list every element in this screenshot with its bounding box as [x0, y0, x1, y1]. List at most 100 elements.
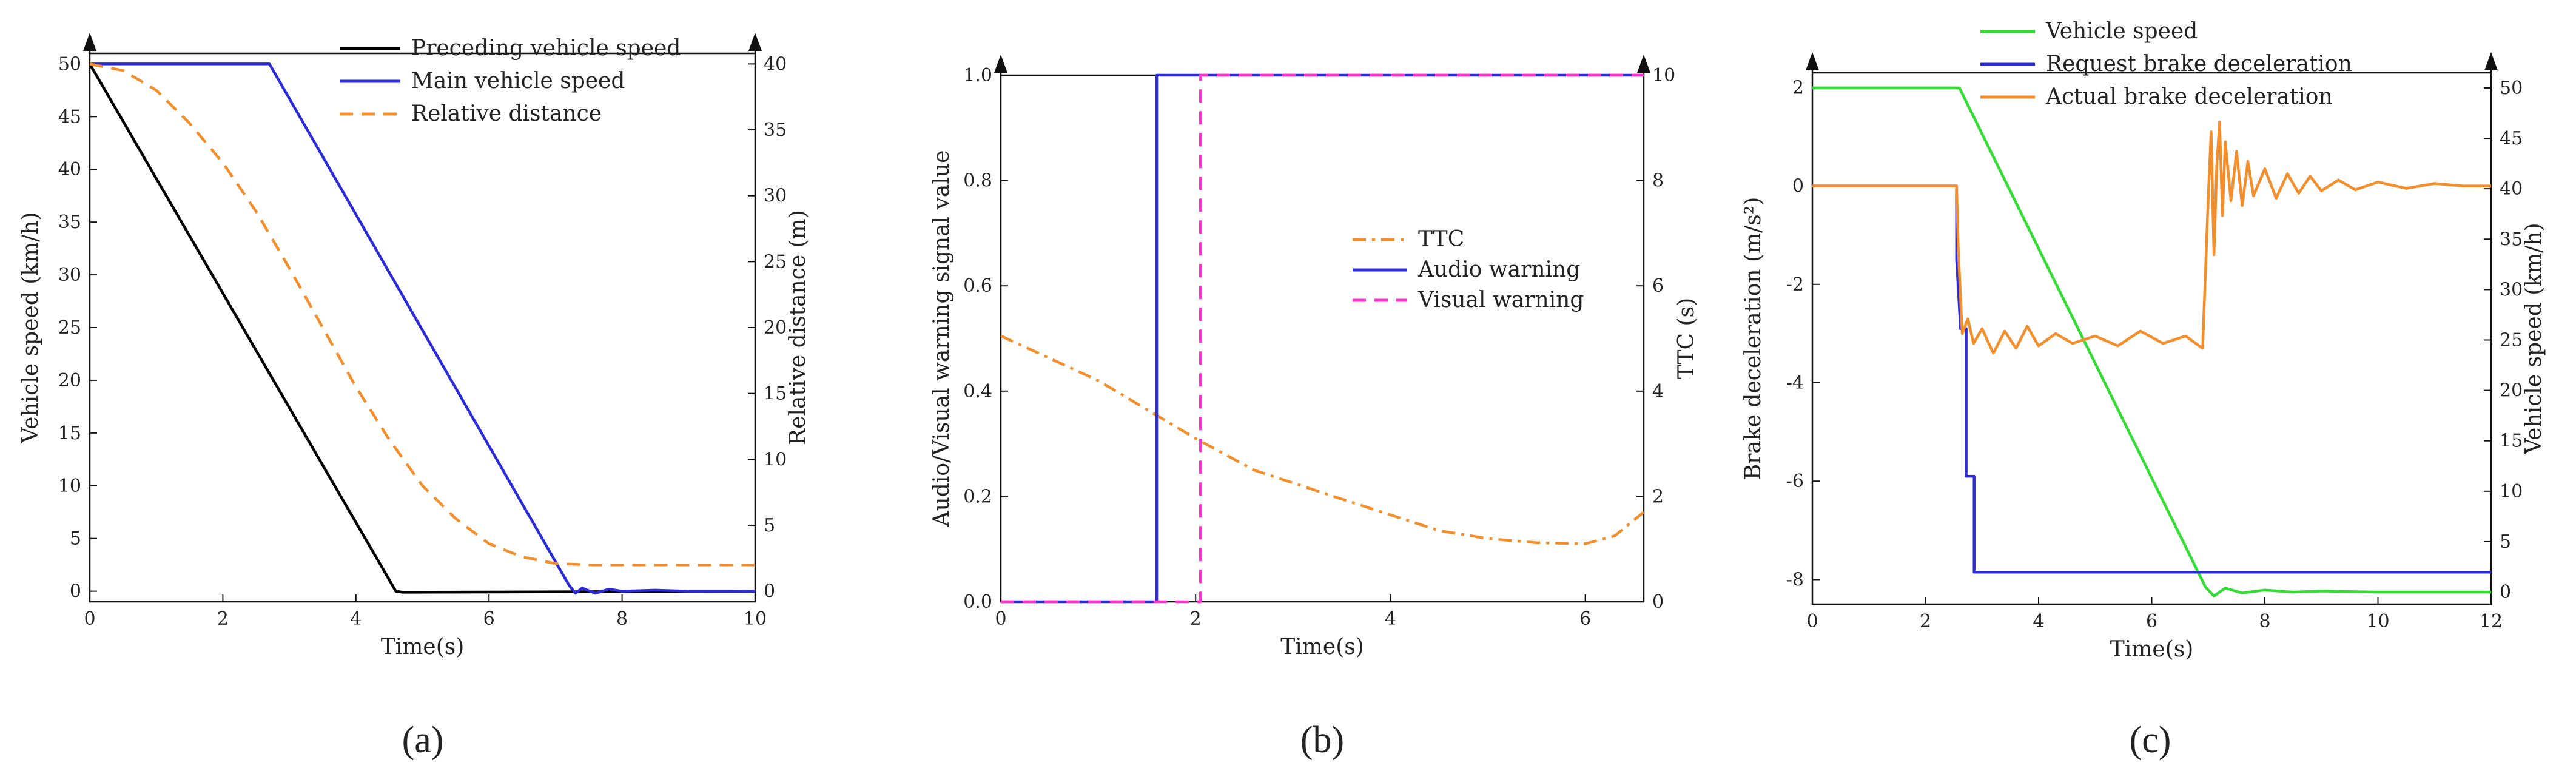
y-left-tick-label: 25 [58, 317, 81, 338]
y-left-tick-label: 40 [58, 159, 81, 180]
x-axis-title: Time(s) [2110, 637, 2194, 662]
y-right-tick-label: 50 [2500, 78, 2523, 99]
y-left-axis-title: Brake deceleration (m/s²) [1741, 197, 1766, 480]
panel-caption: (a) [402, 719, 444, 761]
y-right-axis-title: Relative distance (m) [785, 210, 810, 445]
y-right-tick-label: 10 [1652, 65, 1675, 86]
x-tick-label: 6 [483, 608, 495, 630]
y-right-axis-title: Vehicle speed (km/h) [2521, 223, 2546, 454]
y-left-axis-arrow [994, 55, 1007, 73]
series-line [1001, 334, 1644, 545]
legend-label: Preceding vehicle speed [411, 36, 681, 61]
x-tick-label: 4 [1385, 608, 1396, 630]
x-tick-label: 0 [995, 608, 1006, 630]
x-tick-label: 2 [1920, 611, 1931, 632]
y-left-axis-title: Vehicle speed (km/h) [18, 212, 43, 443]
legend: Vehicle speed Request brake deceleration A… [1980, 19, 2352, 109]
legend: Preceding vehicle speed Main vehicle spee… [340, 36, 681, 126]
panel-a: 0 2 4 6 8 10 0 5 10 15 20 25 30 35 40 45 50 0 5 10 15 20 25 30 3… [18, 33, 810, 761]
y-right-tick-label: 40 [2500, 178, 2523, 200]
y-right-tick-label: 15 [2500, 431, 2523, 452]
y-right-tick-label: 8 [1652, 170, 1664, 192]
y-left-tick-label: 0 [1792, 176, 1804, 197]
y-left-tick-label: -4 [1786, 372, 1804, 394]
panel-c: 0 2 4 6 8 10 12-8-6-4-20205101520253035404550T… [1741, 19, 2546, 761]
plot-frame [1000, 74, 1645, 603]
x-tick-label: 6 [2146, 611, 2157, 632]
y-right-tick-label: 5 [2500, 531, 2511, 553]
x-tick-label: 10 [744, 608, 767, 630]
y-right-tick-label: 20 [2500, 380, 2523, 402]
series-line [1001, 73, 1644, 604]
y-right-tick-label: 45 [2500, 128, 2523, 149]
x-tick-label: 10 [2366, 611, 2389, 632]
y-right-tick-label: 10 [764, 449, 787, 470]
y-right-tick-label: 20 [764, 317, 787, 338]
y-right-tick-label: 6 [1652, 275, 1664, 297]
y-left-tick-label: 0.8 [963, 170, 992, 192]
x-tick-label: 8 [2259, 611, 2270, 632]
series-line [90, 62, 755, 595]
y-right-tick-label: 0 [2500, 582, 2511, 603]
y-right-tick-label: 30 [764, 186, 787, 207]
x-tick-label: 12 [2480, 611, 2503, 632]
y-left-tick-label: 0.6 [963, 275, 992, 297]
y-left-tick-label: 20 [58, 370, 81, 391]
y-left-tick-label: -2 [1786, 274, 1804, 295]
y-left-axis-arrow [1806, 52, 1819, 70]
y-right-tick-label: 2 [1652, 486, 1664, 507]
y-right-tick-label: 5 [764, 515, 775, 536]
x-tick-label: 8 [616, 608, 628, 630]
y-left-tick-label: 0.2 [963, 486, 992, 507]
y-left-tick-label: 50 [58, 53, 81, 75]
y-right-tick-label: 25 [764, 251, 787, 272]
y-left-tick-label: 35 [58, 212, 81, 233]
y-right-axis-title: TTC (s) [1674, 298, 1699, 379]
panel-caption: (c) [2130, 719, 2171, 761]
legend-label: Audio warning [1417, 257, 1580, 282]
y-right-tick-label: 35 [764, 119, 787, 141]
legend-label: TTC [1418, 227, 1464, 252]
y-left-tick-label: 1.0 [963, 65, 992, 86]
legend: TTC Audio warning Visual warning [1353, 227, 1584, 312]
x-tick-label: 0 [84, 608, 95, 630]
panel-b: 0 2 4 6 0.0 0.2 0.4 0.6 0.8 1.0 0 2 4 6 8 10 Time(s) Audi… [929, 55, 1699, 761]
y-right-tick-label: 4 [1652, 381, 1664, 402]
legend-label: Actual brake deceleration [2045, 84, 2333, 109]
y-right-tick-label: 35 [2500, 229, 2523, 250]
x-tick-label: 4 [2033, 611, 2044, 632]
series-line [90, 62, 755, 567]
y-right-tick-label: 30 [2500, 279, 2523, 300]
y-left-tick-label: 0.4 [963, 381, 992, 402]
legend-label: Request brake deceleration [2046, 52, 2352, 76]
series-line [1812, 184, 2491, 574]
y-left-axis-arrow [83, 33, 96, 51]
series-line [1812, 86, 2491, 597]
y-right-tick-label: 15 [764, 383, 787, 405]
y-left-tick-label: 10 [58, 476, 81, 497]
legend-label: Visual warning [1417, 288, 1584, 312]
x-tick-label: 0 [1806, 611, 1818, 632]
y-left-axis-title: Audio/Visual warning signal value [929, 150, 954, 528]
y-left-tick-label: 30 [58, 264, 81, 286]
legend-label: Vehicle speed [2045, 19, 2198, 44]
x-tick-label: 4 [350, 608, 362, 630]
x-tick-label: 2 [217, 608, 229, 630]
y-right-axis-arrow [2484, 52, 2498, 70]
x-tick-label: 6 [1579, 608, 1591, 630]
y-right-tick-label: 40 [764, 53, 787, 75]
x-tick-label: 2 [1190, 608, 1202, 630]
y-left-tick-label: 0 [70, 581, 81, 602]
y-right-tick-label: 10 [2500, 481, 2523, 502]
y-left-tick-label: -6 [1786, 471, 1804, 492]
x-axis-title: Time(s) [1280, 634, 1364, 659]
y-left-tick-label: 15 [58, 423, 81, 444]
y-left-tick-label: 0.0 [963, 591, 992, 613]
legend-label: Main vehicle speed [411, 69, 625, 93]
y-left-tick-label: -8 [1786, 569, 1804, 590]
y-left-tick-label: 45 [58, 106, 81, 127]
series-line [1812, 120, 2491, 355]
y-right-axis-arrow [1637, 55, 1650, 73]
y-left-tick-label: 2 [1792, 77, 1804, 98]
